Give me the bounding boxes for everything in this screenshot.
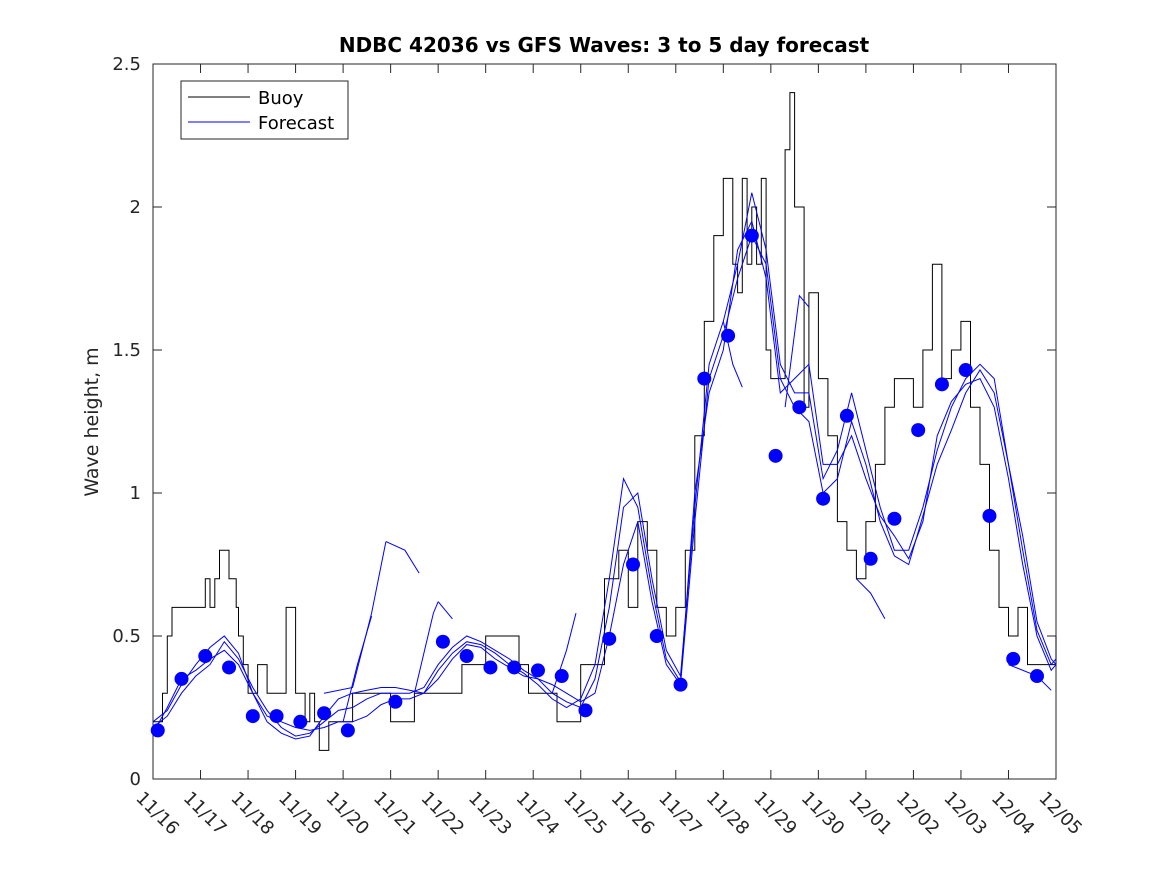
forecast-point [887,511,902,526]
y-tick-label: 0.5 [112,626,141,647]
forecast-point [507,660,522,675]
forecast-segment-7 [784,294,810,408]
forecast-point [483,660,498,675]
forecast-point [150,723,165,738]
forecast-segment-5 [437,601,453,620]
forecast-point [792,400,807,415]
chart-title: NDBC 42036 vs GFS Waves: 3 to 5 day fore… [339,33,870,57]
forecast-point [863,551,878,566]
forecast-point [768,448,783,463]
forecast-point [530,663,545,678]
buoy-line [153,92,1057,751]
forecast-point [982,508,997,523]
forecast-point [1029,669,1044,684]
forecast-point [340,723,355,738]
axes-box [152,63,1057,780]
y-tick-label: 0 [130,769,141,790]
forecast-point [697,371,712,386]
forecast-point [554,669,569,684]
forecast-point [222,660,237,675]
forecast-point [174,671,189,686]
forecast-point [578,703,593,718]
forecast-point [744,228,759,243]
legend: Buoy Forecast [180,80,349,140]
forecast-point [388,694,403,709]
forecast-line-3 [152,219,1057,740]
forecast-line-2 [152,192,1057,737]
forecast-point [673,677,688,692]
forecast-point [911,423,926,438]
forecast-point [649,629,664,643]
forecast-segment-3 [342,615,373,722]
forecast-segment-8 [856,578,886,620]
forecast-segment-4 [413,601,439,694]
forecast-point [198,649,213,664]
forecast-point [245,709,260,724]
forecast-segment-2 [385,541,420,574]
forecast-point [293,714,308,729]
legend-buoy-label: Buoy [258,88,304,109]
legend-forecast-label: Forecast [258,113,334,134]
forecast-point [721,328,736,343]
forecast-point [839,408,854,423]
y-tick-label: 2.5 [112,54,141,75]
y-tick-label: 2 [130,197,141,218]
forecast-segment-1 [324,541,387,694]
forecast-point [602,631,617,646]
y-tick-label: 1 [130,483,141,504]
forecast-point [934,377,949,392]
y-axis-label: Wave height, m [81,347,103,496]
legend-box [180,80,349,140]
forecast-point [317,706,332,721]
forecast-point [435,634,450,649]
forecast-point [459,649,474,664]
forecast-point [1006,651,1021,666]
y-tick-label: 1.5 [112,340,141,361]
forecast-point [269,709,284,724]
forecast-point [626,557,641,572]
forecast-point [816,491,831,506]
forecast-point [958,363,973,378]
